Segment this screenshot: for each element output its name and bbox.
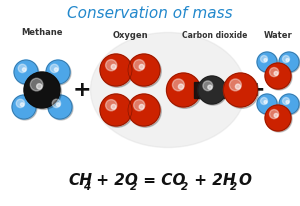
Circle shape <box>265 63 291 89</box>
Circle shape <box>257 94 277 114</box>
Bar <box>194 82 224 98</box>
Text: 2: 2 <box>130 182 137 192</box>
Circle shape <box>203 81 213 91</box>
Circle shape <box>236 84 241 89</box>
Circle shape <box>260 97 268 104</box>
Circle shape <box>270 110 279 119</box>
Circle shape <box>22 68 26 71</box>
Circle shape <box>280 53 300 73</box>
Circle shape <box>264 101 267 103</box>
Circle shape <box>100 54 132 86</box>
Circle shape <box>279 52 299 72</box>
Text: Methane: Methane <box>21 27 63 36</box>
Circle shape <box>178 84 184 89</box>
Text: Oxygen: Oxygen <box>112 30 148 40</box>
Text: 2: 2 <box>230 182 237 192</box>
Text: 4: 4 <box>83 182 90 192</box>
Circle shape <box>225 74 259 108</box>
Circle shape <box>265 105 291 131</box>
Circle shape <box>198 76 226 104</box>
Text: + 2H: + 2H <box>189 173 236 188</box>
Circle shape <box>106 99 117 111</box>
Circle shape <box>111 64 116 69</box>
Circle shape <box>168 74 202 108</box>
Circle shape <box>37 84 42 89</box>
Circle shape <box>20 103 24 107</box>
Circle shape <box>16 99 25 108</box>
Circle shape <box>258 53 278 73</box>
Text: Conservation of mass: Conservation of mass <box>67 6 233 21</box>
Circle shape <box>283 55 290 62</box>
Circle shape <box>224 73 257 107</box>
Text: 2: 2 <box>181 182 188 192</box>
Circle shape <box>26 74 62 109</box>
Circle shape <box>208 85 212 89</box>
Circle shape <box>47 61 71 85</box>
Circle shape <box>139 104 144 109</box>
Circle shape <box>172 79 184 91</box>
Circle shape <box>46 60 70 84</box>
Circle shape <box>257 52 277 72</box>
Circle shape <box>111 104 116 109</box>
Circle shape <box>14 60 38 84</box>
Text: + 2O: + 2O <box>91 173 138 188</box>
Circle shape <box>12 95 36 119</box>
Circle shape <box>286 101 289 103</box>
Circle shape <box>283 97 290 104</box>
Circle shape <box>279 94 299 114</box>
Circle shape <box>129 55 161 87</box>
Text: = CO: = CO <box>138 173 185 188</box>
Circle shape <box>15 61 39 85</box>
Ellipse shape <box>91 33 245 147</box>
Circle shape <box>101 95 133 127</box>
Text: O: O <box>238 173 251 188</box>
Circle shape <box>280 95 300 115</box>
Circle shape <box>167 73 200 107</box>
Circle shape <box>52 99 61 108</box>
Circle shape <box>30 78 43 91</box>
Circle shape <box>13 96 37 120</box>
Circle shape <box>24 72 60 108</box>
Circle shape <box>199 77 227 105</box>
Circle shape <box>49 96 73 120</box>
Circle shape <box>266 64 292 90</box>
Text: Water: Water <box>264 30 292 40</box>
Circle shape <box>54 68 58 71</box>
Circle shape <box>230 79 241 91</box>
Circle shape <box>274 114 278 117</box>
Circle shape <box>106 60 117 71</box>
Circle shape <box>258 95 278 115</box>
Circle shape <box>270 68 279 77</box>
Circle shape <box>134 99 145 111</box>
Text: CH: CH <box>68 173 92 188</box>
Circle shape <box>128 54 160 86</box>
Circle shape <box>264 59 267 62</box>
Circle shape <box>48 95 72 119</box>
Circle shape <box>128 94 160 126</box>
Circle shape <box>134 60 145 71</box>
Circle shape <box>260 55 268 62</box>
Circle shape <box>101 55 133 87</box>
Circle shape <box>274 71 278 75</box>
Text: =: = <box>165 80 183 100</box>
Circle shape <box>139 64 144 69</box>
Text: +: + <box>73 80 91 100</box>
Text: Carbon dioxide: Carbon dioxide <box>182 30 248 40</box>
Circle shape <box>18 64 27 73</box>
Text: +: + <box>247 80 265 100</box>
Circle shape <box>56 103 60 107</box>
Circle shape <box>50 64 58 73</box>
Circle shape <box>286 59 289 62</box>
Circle shape <box>266 106 292 132</box>
Circle shape <box>129 95 161 127</box>
Circle shape <box>100 94 132 126</box>
